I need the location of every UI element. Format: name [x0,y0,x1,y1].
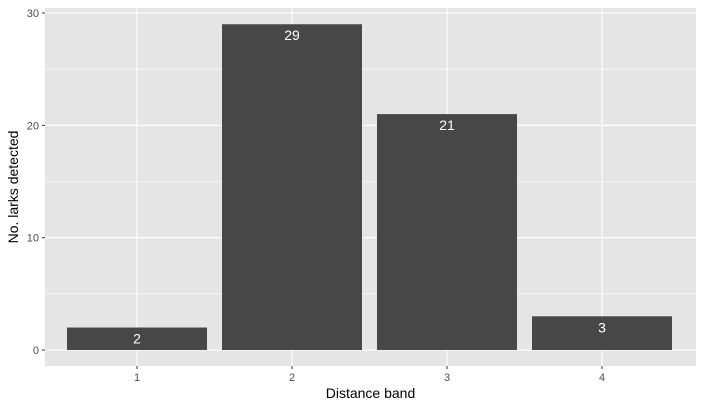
bar-data-label: 2 [133,331,141,347]
bar-4 [532,316,672,350]
plot-panel [45,8,696,366]
bar-data-labels: 2 29 21 3 [133,27,606,346]
bar-data-label: 3 [598,319,606,335]
x-tick-label: 1 [134,372,140,384]
y-axis: 0 10 20 30 [27,8,45,357]
y-axis-title: No. larks detected [5,131,21,244]
y-tick-label: 0 [33,345,39,357]
bar-1 [67,327,207,350]
x-tick-label: 4 [599,372,605,384]
bar-data-label: 21 [439,117,455,133]
y-tick-label: 10 [27,233,39,245]
bar-3 [377,114,517,350]
bars [67,24,672,350]
bar-2 [222,24,362,350]
x-tick-label: 3 [444,372,450,384]
y-tick-label: 30 [27,8,39,20]
x-tick-label: 2 [289,372,295,384]
bar-data-label: 29 [284,27,300,43]
minor-gridlines [45,68,696,295]
y-tick-label: 20 [27,120,39,132]
x-axis: 1 2 3 4 [134,366,605,384]
x-axis-title: Distance band [326,385,416,401]
